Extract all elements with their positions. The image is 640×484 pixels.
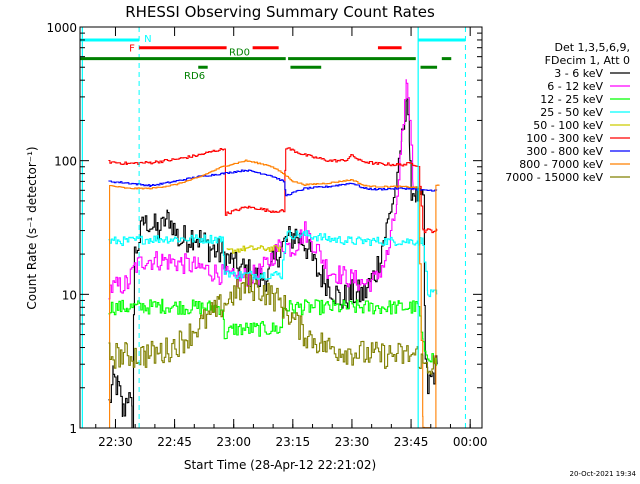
legend-header-line-2: FDecim 1, Att 0 xyxy=(545,54,630,67)
legend-header-line-1: Det 1,3,5,6,9, xyxy=(554,41,630,54)
y-tick-label-3: 100 xyxy=(54,155,77,169)
x-tick-label-5: 23:30 xyxy=(335,435,370,449)
legend-label-9: 7000 - 15000 keV xyxy=(505,171,603,184)
y-tick-label-1: 1 xyxy=(69,422,77,436)
y-tick-label-2: 10 xyxy=(62,288,77,302)
series-layer xyxy=(108,79,440,429)
legend-label-8: 800 - 7000 keV xyxy=(519,158,603,171)
x-tick-label-6: 23:45 xyxy=(394,435,429,449)
flag-layer: NF RD0 RD6 xyxy=(80,27,466,428)
axes-layer: 22:30 22:45 23:00 23:15 23:30 23:45 00:00 1 10 10… xyxy=(46,21,487,449)
legend-label-2: 6 - 12 keV xyxy=(547,80,603,93)
x-tick-label-2: 22:45 xyxy=(157,435,192,449)
series-line-8 xyxy=(108,159,440,429)
flag-label-n: N xyxy=(144,34,151,45)
series-line-4 xyxy=(108,230,438,298)
x-tick-label-3: 23:00 xyxy=(216,435,251,449)
flag-label-rd6: RD6 xyxy=(184,71,205,82)
legend-label-3: 12 - 25 keV xyxy=(540,93,603,106)
series-line-5 xyxy=(226,244,282,254)
x-tick-label-7: 00:00 xyxy=(453,435,488,449)
series-line-7 xyxy=(108,169,438,197)
series-line-9 xyxy=(108,273,436,375)
x-tick-label-4: 23:15 xyxy=(276,435,311,449)
flag-label-rd0: RD0 xyxy=(229,48,250,59)
series-line-6 xyxy=(108,147,438,234)
legend-label-5: 50 - 100 keV xyxy=(533,119,603,132)
footer-date: 20-Oct-2021 19:34 xyxy=(570,470,637,478)
x-tick-label-1: 22:30 xyxy=(98,435,133,449)
series-line-3 xyxy=(108,298,438,368)
legend-label-6: 100 - 300 keV xyxy=(526,132,603,145)
legend-label-1: 3 - 6 keV xyxy=(554,67,603,80)
y-axis-label: Count Rate (s⁻¹ detector⁻¹) xyxy=(25,146,39,309)
plot-frame xyxy=(79,26,483,429)
series-line-1 xyxy=(108,98,438,429)
y-tick-label-4: 1000 xyxy=(46,21,77,35)
series-line-2 xyxy=(108,79,414,300)
x-axis-label: Start Time (28-Apr-12 22:21:02) xyxy=(184,458,376,472)
legend-label-4: 25 - 50 keV xyxy=(540,106,603,119)
flag-label-f: F xyxy=(129,44,135,55)
chart-title: RHESSI Observing Summary Count Rates xyxy=(125,3,435,21)
legend-label-7: 300 - 800 keV xyxy=(526,145,603,158)
